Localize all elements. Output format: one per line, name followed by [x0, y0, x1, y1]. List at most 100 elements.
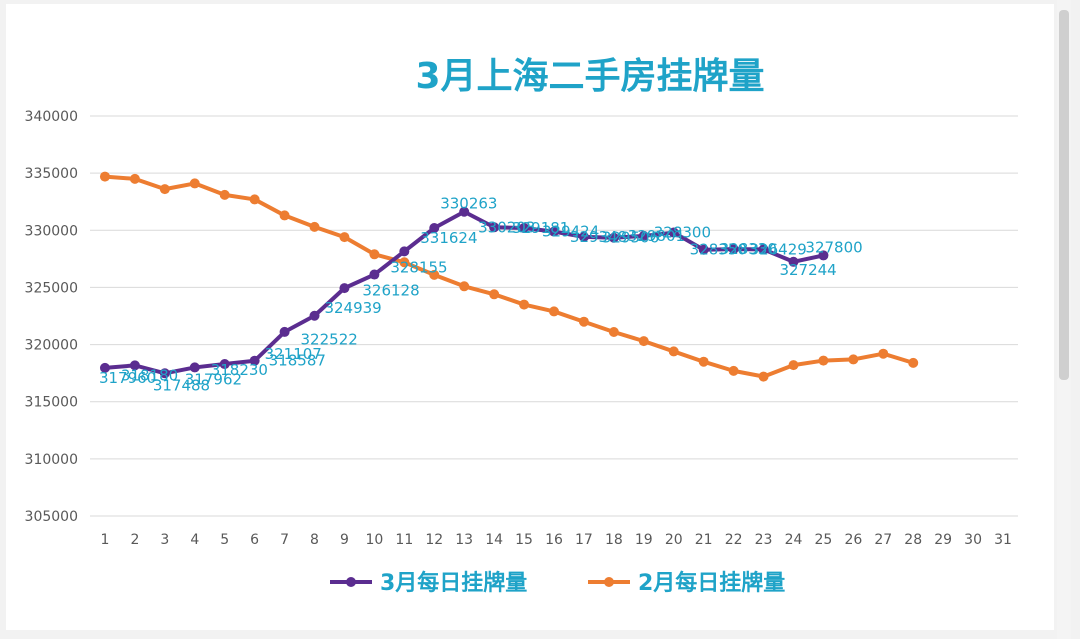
chart-title: 3月上海二手房挂牌量 [415, 56, 764, 97]
data-point-feb [878, 348, 889, 359]
data-point-feb [99, 171, 110, 182]
data-label-march: 321107 [265, 345, 322, 363]
y-tick-label: 315000 [25, 395, 78, 411]
x-tick-label: 14 [485, 532, 503, 548]
data-point-feb [758, 371, 769, 382]
data-label-march: 317962 [185, 370, 242, 388]
data-label-march: 327244 [779, 261, 836, 279]
data-point-march [99, 362, 110, 373]
x-tick-label: 12 [425, 532, 443, 548]
x-tick-label: 13 [455, 532, 473, 548]
data-point-feb [249, 194, 260, 205]
chart-panel [6, 4, 1054, 630]
x-tick-label: 21 [695, 532, 713, 548]
data-point-feb [608, 327, 619, 337]
data-point-march [758, 244, 769, 255]
data-point-march [818, 250, 829, 261]
scrollbar-thumb[interactable] [1059, 10, 1069, 380]
y-tick-label: 310000 [25, 452, 78, 468]
legend-label-feb: 2月每日挂牌量 [638, 570, 785, 596]
data-label-march: 322522 [301, 331, 358, 349]
data-label-march: 329348 [570, 228, 627, 246]
legend-item-march[interactable]: 3月每日挂牌量 [330, 570, 527, 596]
y-tick-label: 305000 [25, 509, 78, 525]
data-label-march: 317488 [153, 376, 210, 394]
x-tick-label: 17 [575, 532, 593, 548]
x-tick-label: 18 [605, 532, 623, 548]
data-point-march [519, 222, 530, 233]
data-label-march: 324939 [324, 299, 381, 317]
data-label-march: 326128 [362, 282, 419, 300]
x-tick-label: 6 [250, 532, 259, 548]
data-label-march: 329424 [542, 223, 599, 241]
data-point-feb [549, 306, 559, 317]
x-tick-label: 31 [994, 532, 1012, 548]
data-label-march: 318180 [121, 366, 178, 384]
data-point-march [728, 244, 739, 255]
data-point-march [459, 206, 470, 217]
legend-item-feb[interactable]: 2月每日挂牌量 [588, 570, 785, 596]
data-label-march: 330203 [478, 218, 535, 236]
series-march [99, 206, 829, 379]
x-tick-label: 25 [815, 532, 833, 548]
x-tick-label: 3 [160, 532, 169, 548]
data-point-feb [129, 173, 140, 184]
data-point-feb [309, 221, 320, 232]
y-tick-label: 335000 [25, 166, 78, 182]
series-feb [99, 171, 919, 382]
data-label-march: 317960 [99, 369, 156, 387]
data-label-march: 318587 [269, 352, 326, 370]
data-labels: 3179603181803174883179623182303185873211… [99, 195, 863, 395]
x-tick-label: 26 [844, 532, 862, 548]
data-point-march [279, 326, 290, 337]
data-point-feb [668, 346, 679, 357]
data-point-feb [519, 299, 530, 310]
data-point-march [638, 230, 649, 241]
legend: 3月每日挂牌量 2月每日挂牌量 [330, 570, 785, 596]
x-tick-label: 22 [725, 532, 743, 548]
data-point-march [698, 244, 709, 255]
data-label-march: 329801 [628, 227, 685, 245]
x-tick-label: 27 [874, 532, 892, 548]
legend-label-march: 3月每日挂牌量 [380, 570, 527, 596]
x-tick-label: 19 [635, 532, 653, 548]
legend-marker-feb [604, 577, 614, 587]
data-label-march: 318230 [211, 361, 268, 379]
data-point-feb [279, 210, 290, 221]
data-label-march: 328350 [690, 241, 747, 259]
y-tick-label: 330000 [25, 223, 78, 239]
data-point-march [668, 227, 679, 238]
data-point-march [489, 222, 500, 233]
legend-marker-march [346, 577, 356, 587]
data-point-feb [848, 354, 859, 365]
data-point-march [129, 360, 140, 371]
series-line-feb [104, 174, 914, 379]
y-tick-label: 320000 [25, 338, 78, 354]
data-label-march: 328330 [720, 240, 777, 258]
x-tick-label: 16 [545, 532, 563, 548]
x-tick-label: 7 [280, 532, 289, 548]
data-point-march [788, 256, 799, 267]
x-tick-label: 8 [310, 532, 319, 548]
x-axis-ticks: 1 2 3 4 5 6 7 8 9 10 11 12 13 14 15 16 17 18 19 20 21 22 23 24 2… [101, 532, 1012, 548]
x-tick-label: 10 [365, 532, 383, 548]
y-tick-label: 325000 [25, 280, 78, 296]
x-tick-label: 9 [340, 532, 349, 548]
y-axis-ticks: 305000 310000 315000 320000 325000 330000 3350… [25, 109, 78, 525]
data-point-feb [908, 357, 919, 368]
data-point-march [578, 231, 589, 242]
data-point-march [608, 232, 619, 243]
data-point-feb [728, 365, 739, 376]
data-point-march [309, 310, 320, 321]
data-point-feb [429, 269, 440, 280]
data-label-march: 328155 [390, 258, 447, 276]
data-point-feb [339, 232, 350, 243]
x-tick-label: 23 [755, 532, 773, 548]
x-tick-label: 2 [130, 532, 139, 548]
data-point-march [249, 355, 260, 366]
x-tick-label: 1 [101, 532, 110, 548]
data-label-march: 331624 [420, 229, 477, 247]
x-tick-label: 4 [190, 532, 199, 548]
data-label-march: 326429 [750, 240, 807, 258]
data-point-march [369, 269, 380, 280]
